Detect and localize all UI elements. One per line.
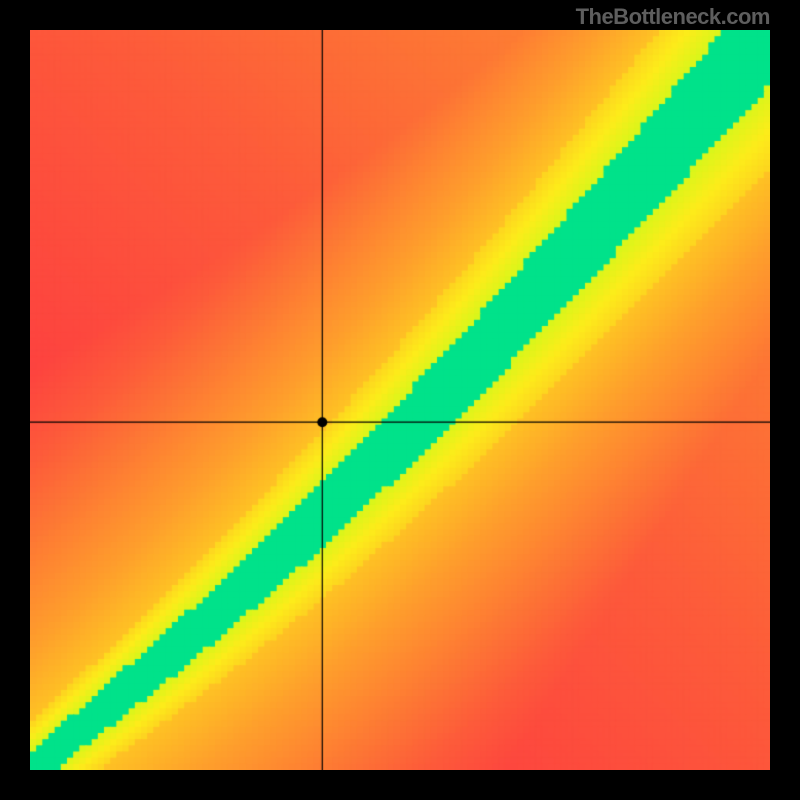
bottleneck-heatmap	[30, 30, 770, 770]
watermark-text: TheBottleneck.com	[576, 4, 770, 30]
chart-frame: TheBottleneck.com	[0, 0, 800, 800]
